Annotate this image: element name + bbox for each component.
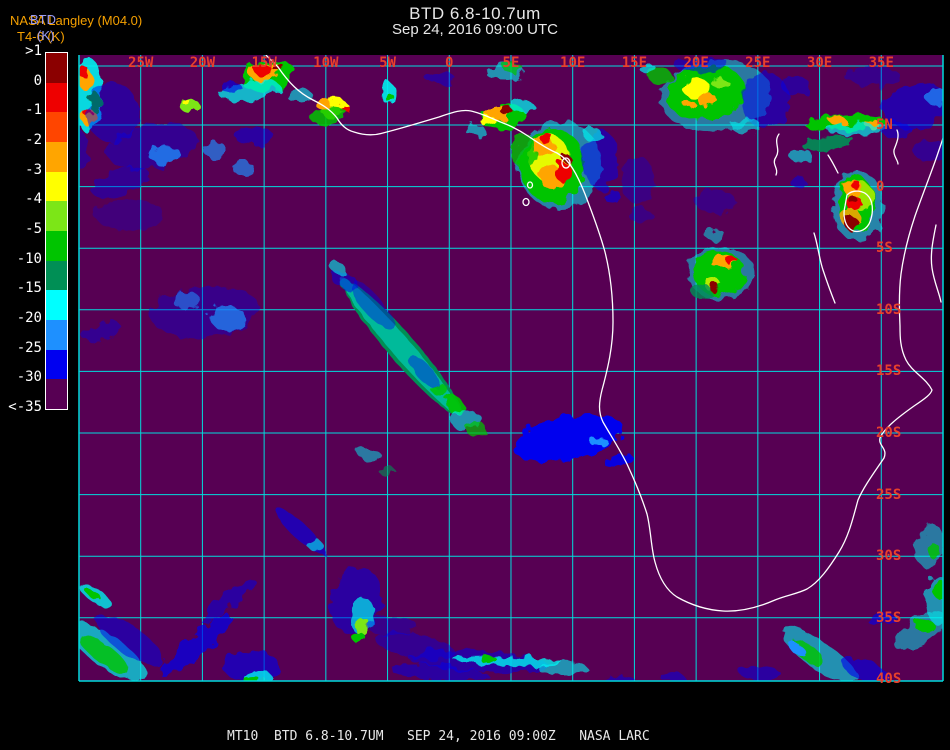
map-border	[78, 55, 944, 682]
coastline	[264, 55, 279, 68]
footer-caption: MT10 BTD 6.8-10.7UM SEP 24, 2016 09:00Z …	[227, 729, 650, 744]
units-label: T4-6 (K)	[17, 29, 65, 44]
colorbar-label--20: -20	[16, 310, 42, 326]
colorbar-label--15: -15	[16, 280, 42, 297]
colorbar-segment-10	[46, 349, 67, 380]
lake-outline	[773, 133, 780, 176]
product-code-label: BTD	[30, 12, 56, 27]
colorbar-segment-3	[46, 142, 67, 172]
lake-outline	[827, 154, 839, 174]
colorbar-label--30: -30	[16, 369, 42, 386]
colorbar-segment-0	[46, 53, 67, 83]
colorbar-segment-5	[46, 201, 67, 232]
colorbar-label--2: -2	[25, 132, 42, 148]
colorbar-label-<-35: <-35	[8, 399, 42, 415]
coastline	[277, 66, 943, 612]
colorbar-label-0: 0	[33, 72, 42, 89]
cloud-field	[79, 57, 943, 681]
colorbar-label->1: >1	[25, 43, 42, 59]
colorbar-segment-6	[46, 231, 67, 261]
colorbar-scale-labels: >1 0 -1 -2 -3 -4 -5 -10 -15 -20 -25 -30 <-35	[0, 0, 42, 500]
lake-outline	[893, 129, 899, 165]
colorbar-label--25: -25	[16, 339, 42, 356]
lake-outline	[813, 232, 836, 304]
lake-outline	[930, 224, 942, 303]
colorbar-segment-11	[46, 379, 67, 410]
colorbar-label--5: -5	[25, 221, 42, 237]
units-overlay-label: (K)	[37, 28, 55, 43]
colorbar-segment-8	[46, 290, 67, 321]
colorbar-label--4: -4	[25, 191, 42, 208]
colorbar-segment-1	[46, 82, 67, 113]
product-title: BTD 6.8-10.7um	[409, 4, 541, 23]
lake-outline	[843, 190, 874, 233]
colorbar-segment-9	[46, 320, 67, 350]
colorbar-segment-4	[46, 171, 67, 202]
colorbar-label--10: -10	[16, 250, 42, 267]
colorbar-segment-2	[46, 112, 67, 143]
colorbar-label--3: -3	[25, 161, 42, 178]
island-outline	[522, 197, 530, 207]
source-label: NASA Langley (M04.0)	[10, 13, 143, 28]
island-outline	[526, 181, 534, 189]
island-outline	[561, 157, 571, 169]
product-timestamp: Sep 24, 2016 09:00 UTC	[392, 21, 558, 38]
colorbar-segment-7	[46, 260, 67, 291]
colorbar-label--1: -1	[25, 102, 42, 119]
coastline-layer	[264, 55, 943, 612]
colorbar	[45, 52, 68, 410]
